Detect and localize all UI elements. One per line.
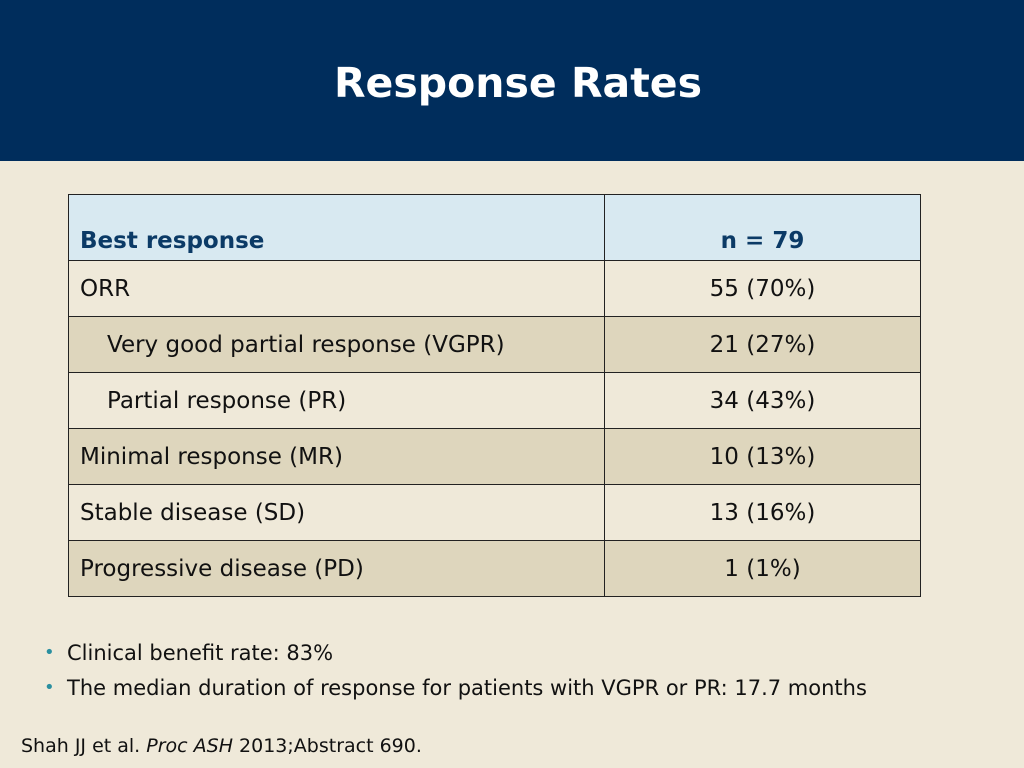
row-label: Stable disease (SD) bbox=[68, 484, 605, 541]
row-value: 21 (27%) bbox=[604, 316, 921, 373]
table-row: Progressive disease (PD) 1 (1%) bbox=[68, 540, 921, 597]
row-value: 34 (43%) bbox=[604, 372, 921, 429]
table-row: ORR 55 (70%) bbox=[68, 260, 921, 317]
table-header-row: Best response n = 79 bbox=[68, 194, 921, 261]
slide-title: Response Rates bbox=[333, 59, 703, 107]
row-value: 1 (1%) bbox=[604, 540, 921, 597]
list-item: • The median duration of response for pa… bbox=[44, 673, 867, 708]
row-label: Partial response (PR) bbox=[68, 372, 605, 429]
row-label: Progressive disease (PD) bbox=[68, 540, 605, 597]
table-row: Partial response (PR) 34 (43%) bbox=[68, 372, 921, 429]
bullet-icon: • bbox=[44, 677, 55, 698]
list-item: • Clinical benefit rate: 83% bbox=[44, 638, 867, 673]
row-label: Very good partial response (VGPR) bbox=[68, 316, 605, 373]
citation-journal: Proc ASH bbox=[146, 735, 233, 757]
bullet-list: • Clinical benefit rate: 83% • The media… bbox=[44, 638, 867, 708]
row-value: 10 (13%) bbox=[604, 428, 921, 485]
table-row: Minimal response (MR) 10 (13%) bbox=[68, 428, 921, 485]
row-value: 55 (70%) bbox=[604, 260, 921, 317]
table-row: Very good partial response (VGPR) 21 (27… bbox=[68, 316, 921, 373]
citation-authors: Shah JJ et al. bbox=[21, 735, 141, 757]
row-value: 13 (16%) bbox=[604, 484, 921, 541]
row-label: Minimal response (MR) bbox=[68, 428, 605, 485]
title-banner: Response Rates bbox=[0, 0, 1024, 161]
response-table: Best response n = 79 ORR 55 (70%) Very g… bbox=[68, 194, 921, 597]
citation: Shah JJ et al. Proc ASH 2013;Abstract 69… bbox=[21, 732, 422, 760]
bullet-icon: • bbox=[44, 642, 55, 663]
column-header-n: n = 79 bbox=[604, 194, 921, 261]
table-row: Stable disease (SD) 13 (16%) bbox=[68, 484, 921, 541]
row-label: ORR bbox=[68, 260, 605, 317]
citation-details: 2013;Abstract 690. bbox=[239, 735, 422, 757]
column-header-best-response: Best response bbox=[68, 194, 605, 261]
